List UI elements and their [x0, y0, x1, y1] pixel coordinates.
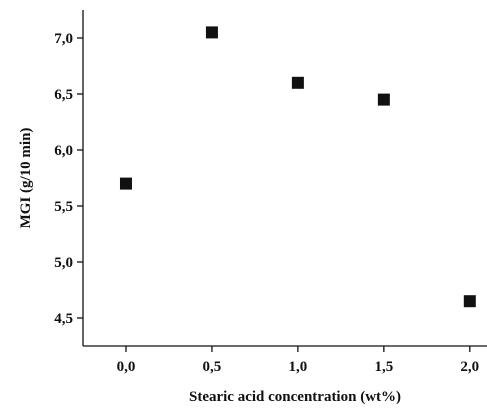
- x-tick-label: 0,5: [203, 359, 222, 375]
- y-tick-label: 6,5: [54, 87, 73, 103]
- y-ticks: 4,5 5,0 5,5 6,0 6,5 7,0: [54, 31, 83, 327]
- axes: [82, 10, 487, 347]
- x-ticks: 0,0 0,5 1,0 1,5 2,0: [117, 346, 479, 375]
- data-point: [463, 295, 476, 308]
- x-tick-label: 0,0: [117, 359, 136, 375]
- data-point: [377, 93, 390, 106]
- y-tick-label: 5,0: [54, 255, 73, 271]
- y-tick-label: 4,5: [54, 311, 73, 327]
- data-points: [119, 26, 476, 308]
- x-axis-label: Stearic acid concentration (wt%): [189, 389, 401, 405]
- data-point: [205, 26, 218, 39]
- y-tick-label: 6,0: [54, 143, 73, 159]
- data-point: [291, 76, 304, 89]
- y-tick-label: 7,0: [54, 31, 73, 47]
- x-tick-label: 2,0: [460, 359, 479, 375]
- x-tick-label: 1,5: [374, 359, 393, 375]
- x-tick-label: 1,0: [289, 359, 308, 375]
- y-axis-label: MGI (g/10 min): [18, 128, 34, 229]
- y-tick-label: 5,5: [54, 199, 73, 215]
- data-point: [119, 177, 132, 190]
